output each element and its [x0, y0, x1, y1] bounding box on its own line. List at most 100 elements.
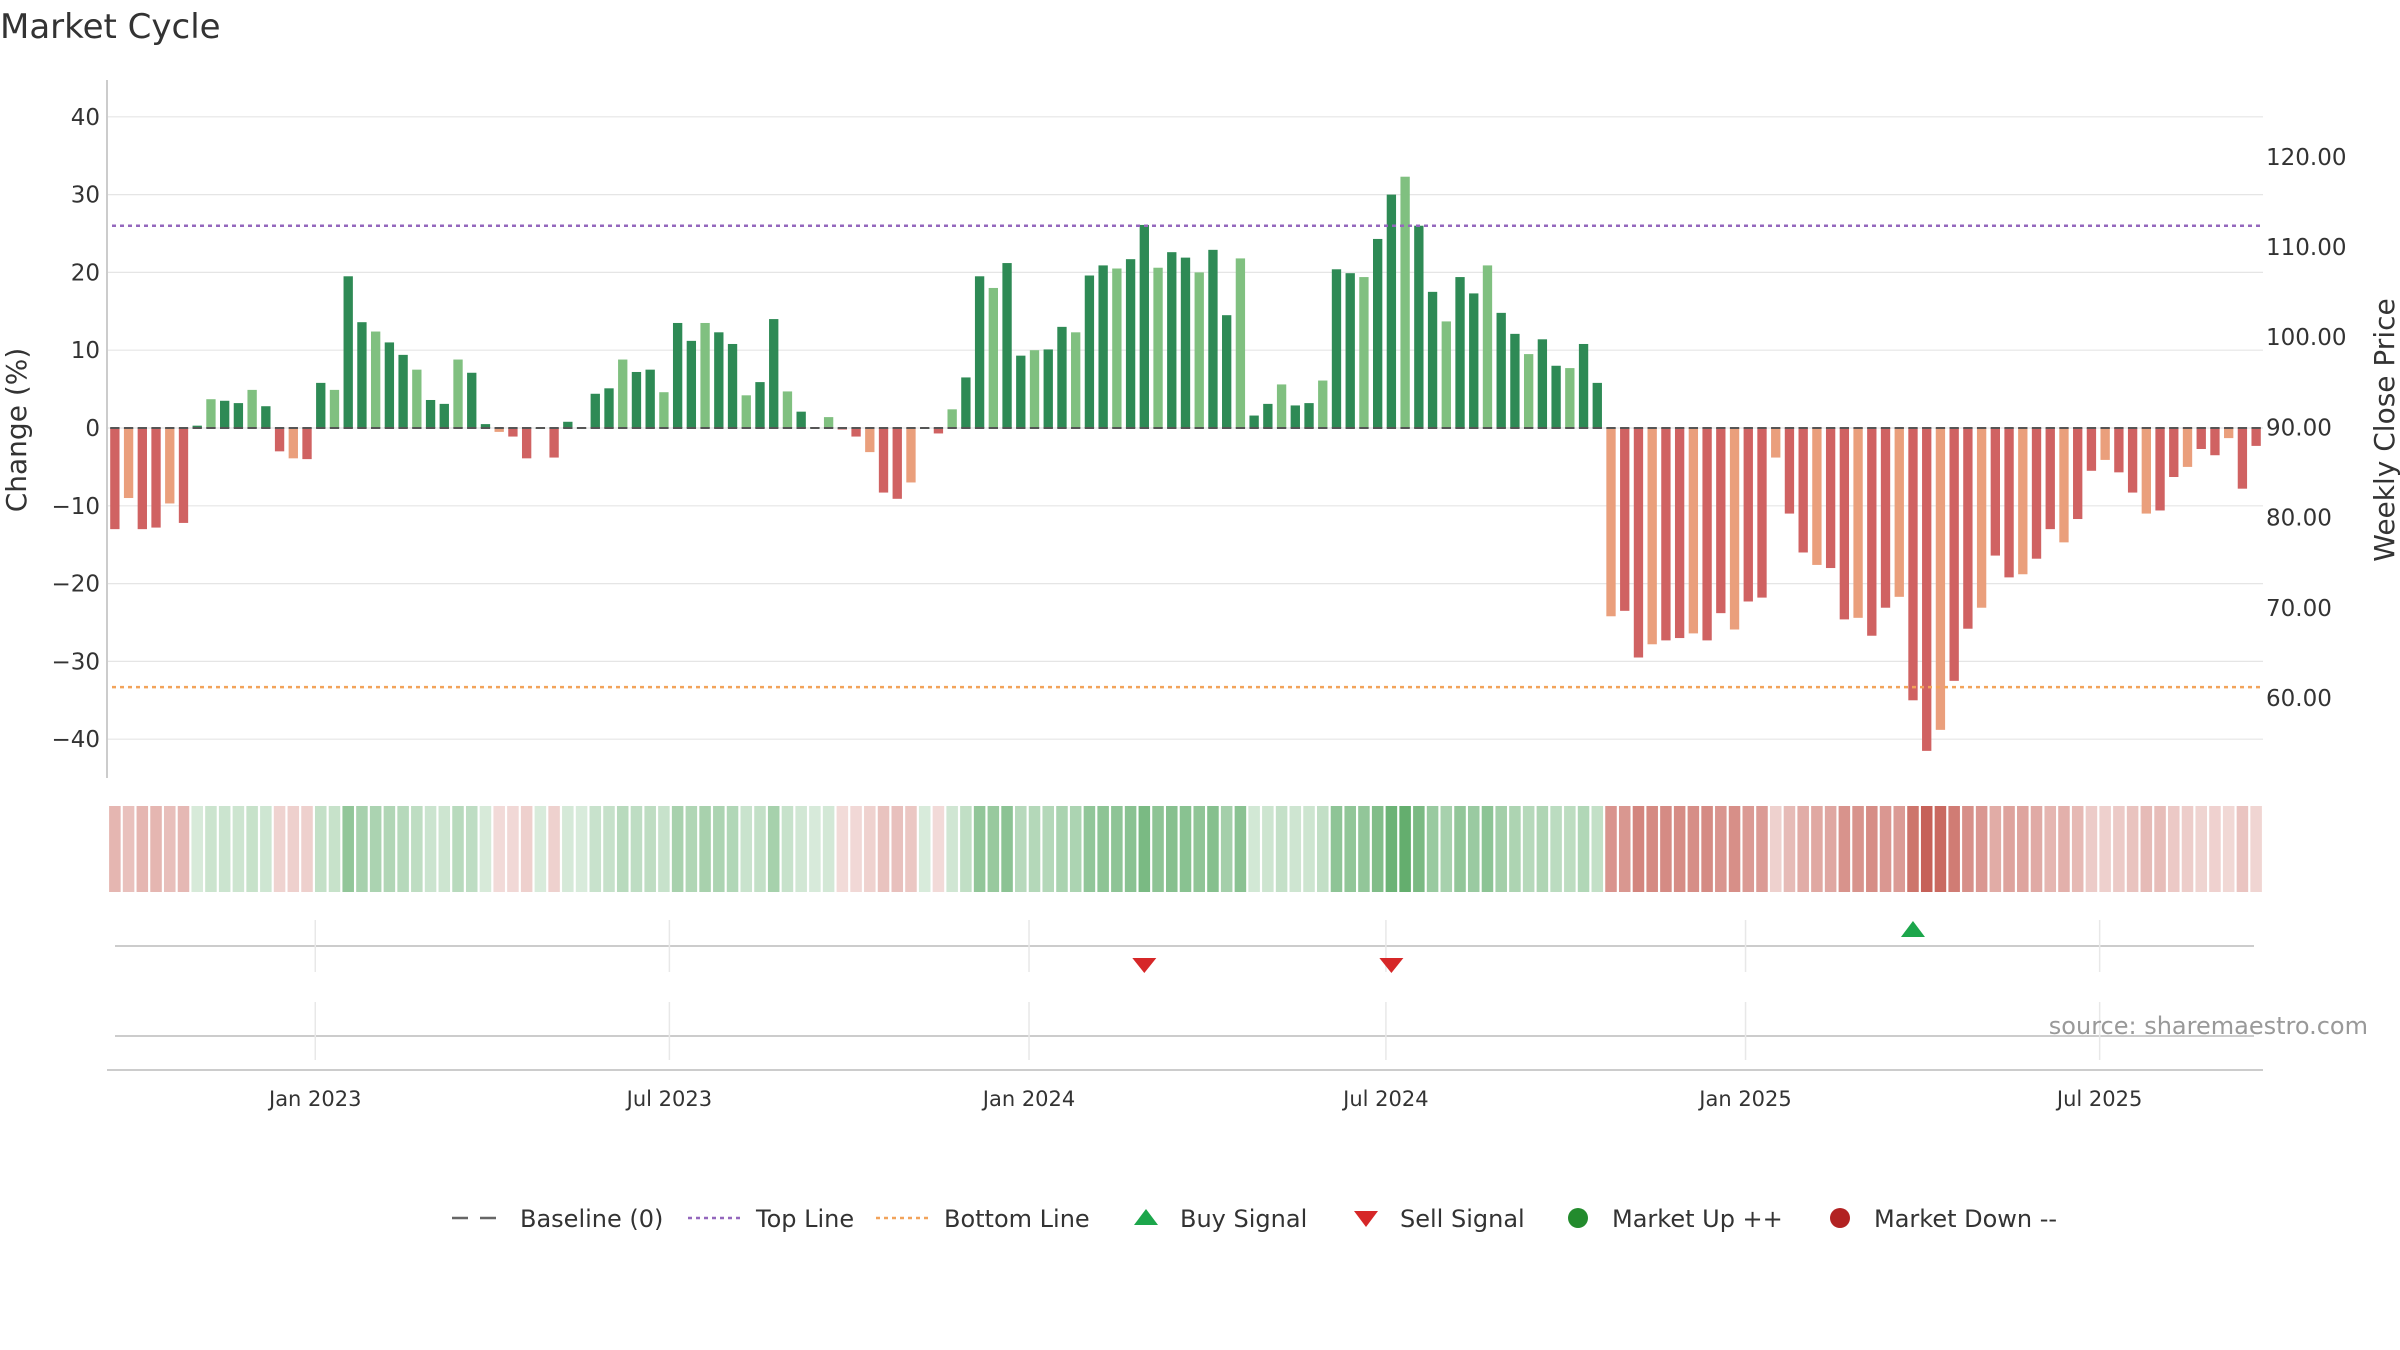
- heat-cell: [685, 806, 698, 892]
- heat-cell: [1124, 806, 1137, 892]
- bar: [1043, 349, 1053, 428]
- y-tick-label: −30: [51, 649, 100, 675]
- bar: [178, 428, 189, 523]
- bar: [851, 428, 861, 437]
- bar: [1922, 428, 1932, 751]
- chart-title: Market Cycle: [0, 7, 221, 47]
- bar: [1771, 428, 1781, 458]
- bar: [1455, 277, 1465, 428]
- heat-cell: [2126, 806, 2139, 892]
- heat-cell: [1481, 806, 1494, 892]
- x-tick-label: Jul 2024: [1341, 1087, 1428, 1111]
- bar: [974, 276, 985, 428]
- heat-cell: [1097, 806, 1109, 892]
- bar: [1606, 428, 1616, 617]
- heat-cell: [136, 806, 149, 892]
- heat-cell: [493, 806, 505, 892]
- legend-item: Baseline (0): [452, 1205, 663, 1233]
- bar: [357, 322, 367, 428]
- heat-cell: [1317, 806, 1329, 892]
- heat-cell: [260, 806, 272, 892]
- bar: [2127, 428, 2138, 493]
- heat-cell: [1330, 806, 1343, 892]
- bar: [2224, 428, 2234, 439]
- bar: [741, 395, 751, 428]
- heat-cell: [1687, 806, 1700, 892]
- heat-cell: [754, 806, 766, 892]
- heat-cell: [1358, 806, 1370, 892]
- bar: [1963, 428, 1973, 629]
- heat-cell: [2030, 806, 2043, 892]
- bar: [961, 377, 971, 428]
- heat-cell: [465, 806, 478, 892]
- bar: [2155, 428, 2165, 511]
- y2-axis-title: Weekly Close Price: [2368, 298, 2400, 561]
- bar: [192, 425, 202, 428]
- heat-cell: [1907, 806, 1919, 892]
- heat-cell: [2236, 806, 2249, 892]
- bar: [1318, 380, 1328, 428]
- heat-cell: [1152, 806, 1164, 892]
- bar: [398, 354, 408, 428]
- heat-cell: [314, 806, 327, 892]
- y2-tick-label: 60.00: [2266, 686, 2332, 712]
- heat-cell: [369, 806, 382, 892]
- y-tick-label: −40: [51, 727, 100, 753]
- bar: [480, 424, 491, 428]
- bar: [453, 359, 463, 428]
- heat-cell: [1275, 806, 1288, 892]
- signal-panel: [115, 920, 2254, 972]
- bar: [1016, 355, 1026, 428]
- heat-cell: [1852, 806, 1864, 892]
- heat-cell: [905, 806, 917, 892]
- y-tick-label: 20: [71, 260, 100, 286]
- bar: [1537, 339, 1548, 428]
- bar: [1290, 405, 1300, 428]
- heat-cell: [795, 806, 807, 892]
- bar: [384, 342, 395, 428]
- bar: [1565, 368, 1575, 428]
- y2-tick-label: 120.00: [2266, 145, 2346, 171]
- heat-cell: [1728, 806, 1741, 892]
- heat-cell: [1577, 806, 1590, 892]
- bar: [1482, 265, 1493, 428]
- bar: [1688, 428, 1699, 634]
- heat-cell: [2003, 806, 2015, 892]
- heat-cell: [1454, 806, 1466, 892]
- heat-cell: [1632, 806, 1645, 892]
- heat-cell: [781, 806, 794, 892]
- legend-item: Top Line: [688, 1205, 854, 1233]
- bar: [618, 359, 628, 428]
- bar: [563, 421, 573, 428]
- bar: [906, 428, 916, 483]
- heat-cell: [2140, 806, 2153, 892]
- heat-cell: [1262, 806, 1274, 892]
- heat-cell: [1550, 806, 1562, 892]
- heat-cell: [1893, 806, 1906, 892]
- heat-cell: [616, 806, 629, 892]
- bar: [1167, 252, 1177, 428]
- bar: [1798, 428, 1808, 553]
- bar: [2073, 428, 2083, 520]
- heat-cell: [1495, 806, 1507, 892]
- y-tick-label: 30: [71, 183, 100, 209]
- bar: [233, 403, 244, 428]
- heat-cell: [836, 806, 849, 892]
- bar: [782, 391, 793, 428]
- x-axis-ticks: Jan 2023 Jul 2023 Jan 2024 Jul 2024 Jan 2025…: [267, 1087, 2142, 1111]
- bar: [988, 287, 998, 428]
- heat-cell: [548, 806, 560, 892]
- legend: Baseline (0) Top Line Bottom Line Buy Signa…: [452, 1205, 2057, 1233]
- heat-cell: [767, 806, 780, 892]
- bar: [412, 369, 422, 428]
- heat-cell: [383, 806, 396, 892]
- heat-cell: [479, 806, 492, 892]
- bar: [1674, 428, 1685, 639]
- bar: [1359, 277, 1369, 428]
- bar: [110, 428, 120, 530]
- heat-cell: [1234, 806, 1247, 892]
- bar: [1510, 333, 1520, 428]
- heat-cell: [164, 806, 176, 892]
- legend-item: Market Up ++: [1568, 1205, 1783, 1233]
- bar: [1331, 269, 1342, 428]
